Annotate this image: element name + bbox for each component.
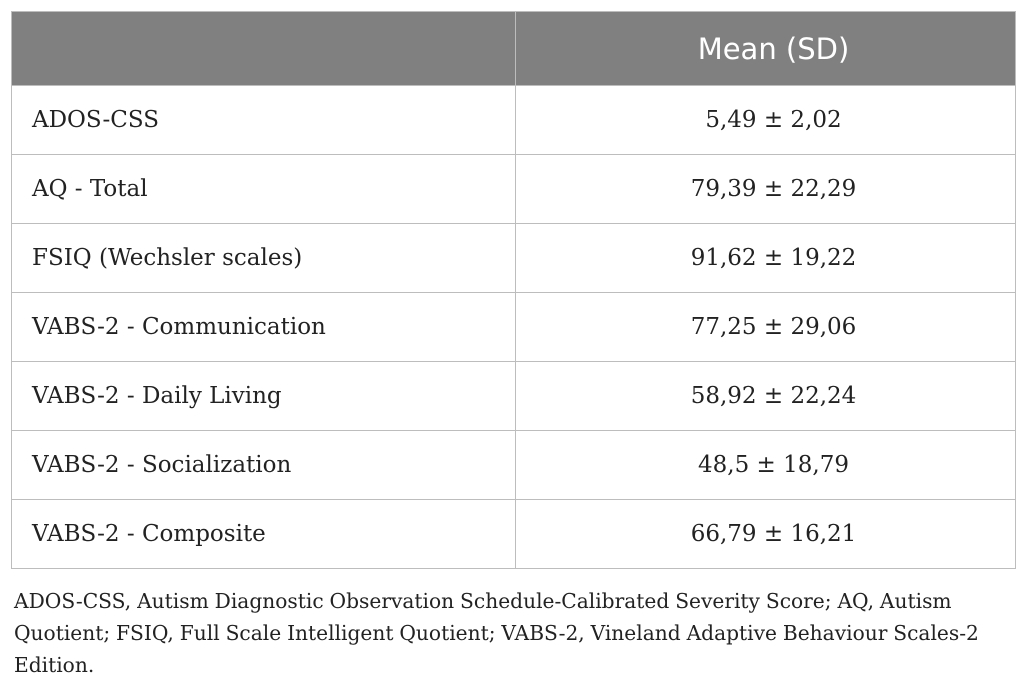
row-value: 5,49 ± 2,02	[515, 85, 1016, 155]
table-row: VABS-2 - Composite 66,79 ± 16,21	[11, 499, 1016, 569]
row-value: 66,79 ± 16,21	[515, 499, 1016, 569]
table-row: AQ - Total 79,39 ± 22,29	[11, 154, 1016, 224]
table-row: VABS-2 - Communication 77,25 ± 29,06	[11, 292, 1016, 362]
table-header: Mean (SD)	[11, 11, 1016, 86]
table-row: ADOS-CSS 5,49 ± 2,02	[11, 85, 1016, 155]
row-label: VABS-2 - Composite	[11, 499, 516, 569]
row-value: 58,92 ± 22,24	[515, 361, 1016, 431]
row-label: AQ - Total	[11, 154, 516, 224]
row-value: 79,39 ± 22,29	[515, 154, 1016, 224]
row-value: 91,62 ± 19,22	[515, 223, 1016, 293]
row-value: 77,25 ± 29,06	[515, 292, 1016, 362]
results-table: Mean (SD) ADOS-CSS 5,49 ± 2,02 AQ - Tota…	[11, 11, 1016, 569]
row-label: ADOS-CSS	[11, 85, 516, 155]
header-measure	[11, 11, 516, 86]
table-row: VABS-2 - Daily Living 58,92 ± 22,24	[11, 361, 1016, 431]
table-body: ADOS-CSS 5,49 ± 2,02 AQ - Total 79,39 ± …	[11, 85, 1016, 569]
header-row: Mean (SD)	[11, 11, 1016, 86]
results-table-container: Mean (SD) ADOS-CSS 5,49 ± 2,02 AQ - Tota…	[11, 11, 1016, 569]
table-row: VABS-2 - Socialization 48,5 ± 18,79	[11, 430, 1016, 500]
row-value: 48,5 ± 18,79	[515, 430, 1016, 500]
header-mean-sd: Mean (SD)	[515, 11, 1016, 86]
row-label: VABS-2 - Socialization	[11, 430, 516, 500]
row-label: FSIQ (Wechsler scales)	[11, 223, 516, 293]
table-row: FSIQ (Wechsler scales) 91,62 ± 19,22	[11, 223, 1016, 293]
table-footnote: ADOS-CSS, Autism Diagnostic Observation …	[14, 589, 979, 677]
row-label: VABS-2 - Communication	[11, 292, 516, 362]
row-label: VABS-2 - Daily Living	[11, 361, 516, 431]
